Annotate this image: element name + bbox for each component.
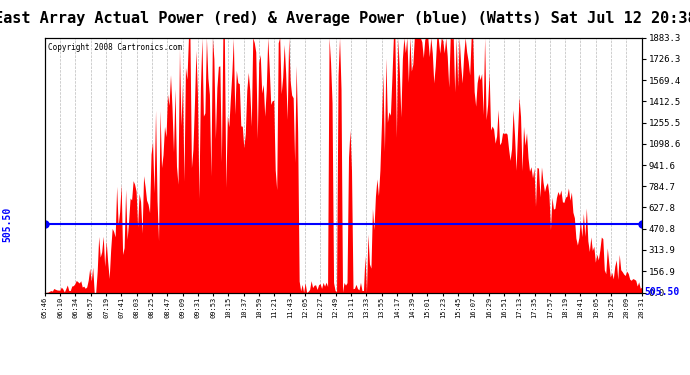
Text: Copyright 2008 Cartronics.com: Copyright 2008 Cartronics.com [48,43,182,52]
Text: 505.50: 505.50 [2,206,12,242]
Text: 505.50: 505.50 [644,288,680,297]
Text: East Array Actual Power (red) & Average Power (blue) (Watts) Sat Jul 12 20:38: East Array Actual Power (red) & Average … [0,11,690,26]
